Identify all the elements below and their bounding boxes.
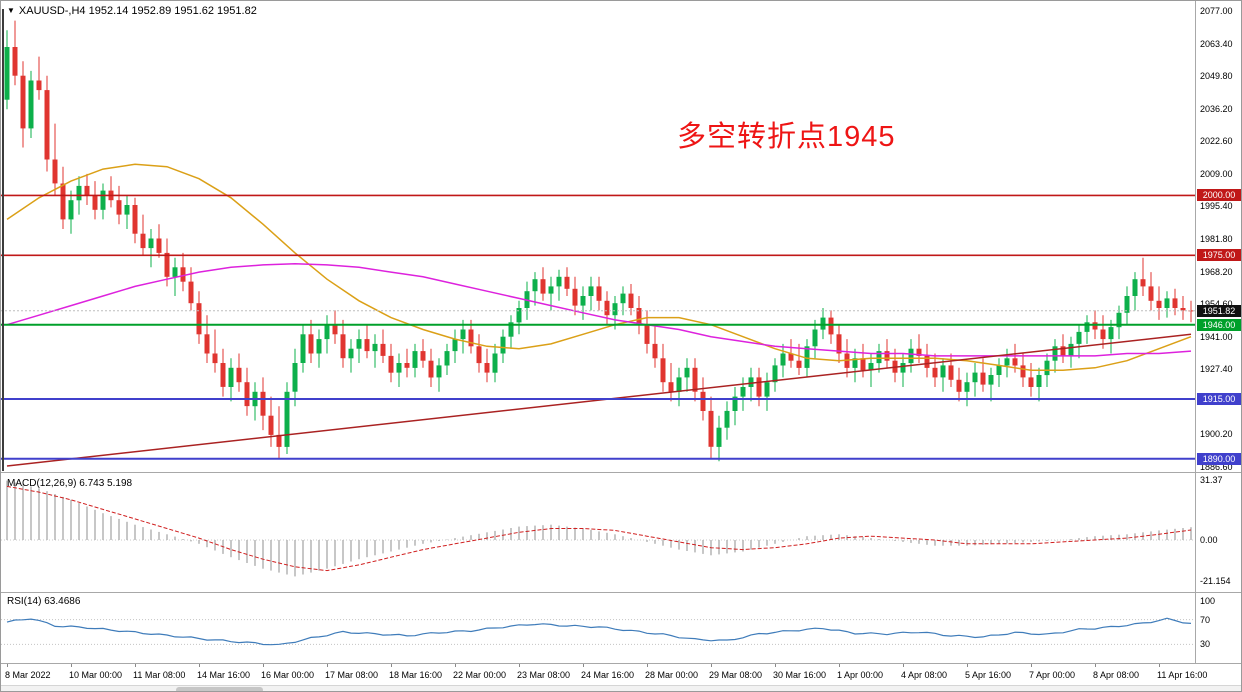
rsi-line <box>6 617 1192 646</box>
price-axis-label: 1900.20 <box>1200 429 1233 440</box>
time-axis-tick <box>135 664 136 667</box>
panel-separator <box>1 663 1241 664</box>
time-axis-label: 24 Mar 16:00 <box>581 670 635 680</box>
macd-panel-canvas[interactable] <box>1 473 1195 592</box>
price-axis-label: 2009.00 <box>1200 168 1233 179</box>
ma-fast-line[interactable] <box>6 163 1192 371</box>
rsi-panel-canvas[interactable] <box>1 593 1195 663</box>
time-axis-tick <box>519 664 520 667</box>
chart-title-text: XAUUSD-,H4 1952.14 1952.89 1951.62 1951.… <box>18 5 257 17</box>
time-axis-tick <box>711 664 712 667</box>
time-axis-tick <box>1031 664 1032 667</box>
price-axis-label: 1886.60 <box>1200 462 1233 472</box>
price-axis-label: 2077.00 <box>1200 6 1233 17</box>
time-axis-label: 8 Apr 08:00 <box>1093 670 1140 680</box>
rsi-axis-label: 100 <box>1200 596 1216 606</box>
price-axis-label: 2049.80 <box>1200 71 1233 82</box>
time-axis-tick <box>839 664 840 667</box>
time-axis-tick <box>263 664 264 667</box>
price-axis-label: 1995.40 <box>1200 201 1233 212</box>
price-axis-divider <box>1195 1 1196 684</box>
macd-indicator-label: MACD(12,26,9) 6.743 5.198 <box>7 478 133 489</box>
macd-axis-label: 0.00 <box>1200 535 1218 545</box>
time-axis-tick <box>199 664 200 667</box>
time-axis-tick <box>647 664 648 667</box>
time-axis-tick <box>71 664 72 667</box>
scrollbar-thumb[interactable] <box>176 687 263 691</box>
macd-axis-label: -21.154 <box>1200 575 1231 586</box>
price-axis-label: 1941.00 <box>1200 331 1233 342</box>
price-line-tag: 1890.00 <box>1197 452 1241 465</box>
horizontal-scrollbar[interactable] <box>1 685 1241 691</box>
chart-left-edge-line <box>2 9 4 471</box>
time-axis-label: 23 Mar 08:00 <box>517 670 571 680</box>
time-axis: 8 Mar 2022 10 Mar 00:00 11 Mar 08:00 14 Mar… <box>1 664 1241 684</box>
macd-signal-line <box>6 485 1192 572</box>
time-axis-tick <box>583 664 584 667</box>
rsi-axis-label: 30 <box>1200 639 1211 650</box>
time-axis-label: 11 Apr 16:00 <box>1157 670 1208 680</box>
price-axis-label: 2063.40 <box>1200 38 1233 49</box>
price-axis-label: 1927.40 <box>1200 364 1233 375</box>
time-axis-label: 17 Mar 08:00 <box>325 670 379 680</box>
time-axis-label: 18 Mar 16:00 <box>389 670 443 680</box>
time-axis-tick <box>1095 664 1096 667</box>
time-axis-tick <box>391 664 392 667</box>
candlestick-series <box>4 20 1194 462</box>
time-axis-label: 7 Apr 00:00 <box>1029 670 1076 680</box>
time-axis-label: 29 Mar 08:00 <box>709 670 763 680</box>
macd-histogram <box>6 480 1192 577</box>
time-axis-tick <box>327 664 328 667</box>
price-axis-label: 1981.80 <box>1200 234 1233 244</box>
time-axis-tick <box>1159 664 1160 667</box>
time-axis-tick <box>903 664 904 667</box>
time-axis-label: 11 Mar 08:00 <box>133 670 186 680</box>
time-axis-label: 10 Mar 00:00 <box>69 670 123 680</box>
price-line-tag: 1946.00 <box>1197 318 1241 331</box>
current-price-tag: 1951.82 <box>1197 304 1241 317</box>
time-axis-label: 14 Mar 16:00 <box>197 670 251 680</box>
price-line-tag: 2000.00 <box>1197 189 1241 202</box>
time-axis-label: 5 Apr 16:00 <box>965 670 1012 680</box>
time-axis-label: 22 Mar 00:00 <box>453 670 507 680</box>
chart-annotation-text[interactable]: 多空转折点1945 <box>677 121 896 153</box>
price-line-tag: 1975.00 <box>1197 249 1241 262</box>
time-axis-tick <box>455 664 456 667</box>
time-axis-tick <box>775 664 776 667</box>
chart-menu-arrow-icon[interactable]: ▼ <box>7 6 15 15</box>
time-axis-label: 30 Mar 16:00 <box>773 670 827 680</box>
price-axis-label: 2022.60 <box>1200 136 1233 147</box>
time-axis-label: 1 Apr 00:00 <box>837 670 884 680</box>
time-axis-label: 4 Apr 08:00 <box>901 670 948 680</box>
main-chart-canvas[interactable] <box>1 1 1195 472</box>
panel-separator[interactable] <box>1 472 1241 473</box>
price-axis-label: 2036.20 <box>1200 103 1233 114</box>
chart-title: ▼ XAUUSD-,H4 1952.14 1952.89 1951.62 1951… <box>7 5 257 17</box>
price-line-tag: 1915.00 <box>1197 393 1241 405</box>
time-axis-label: 16 Mar 00:00 <box>261 670 315 680</box>
time-axis-label: 8 Mar 2022 <box>5 670 51 680</box>
rsi-axis-label: 70 <box>1200 614 1211 625</box>
time-axis-tick <box>7 664 8 667</box>
price-axis-label: 1968.20 <box>1200 266 1233 277</box>
time-axis-tick <box>967 664 968 667</box>
time-axis-label: 28 Mar 00:00 <box>645 670 699 680</box>
price-axis-label: 1954.60 <box>1200 299 1233 309</box>
macd-axis-label: 31.37 <box>1200 474 1223 485</box>
rsi-indicator-label: RSI(14) 63.4686 <box>7 596 81 607</box>
trendline-line[interactable] <box>6 333 1192 467</box>
panel-separator[interactable] <box>1 592 1241 593</box>
